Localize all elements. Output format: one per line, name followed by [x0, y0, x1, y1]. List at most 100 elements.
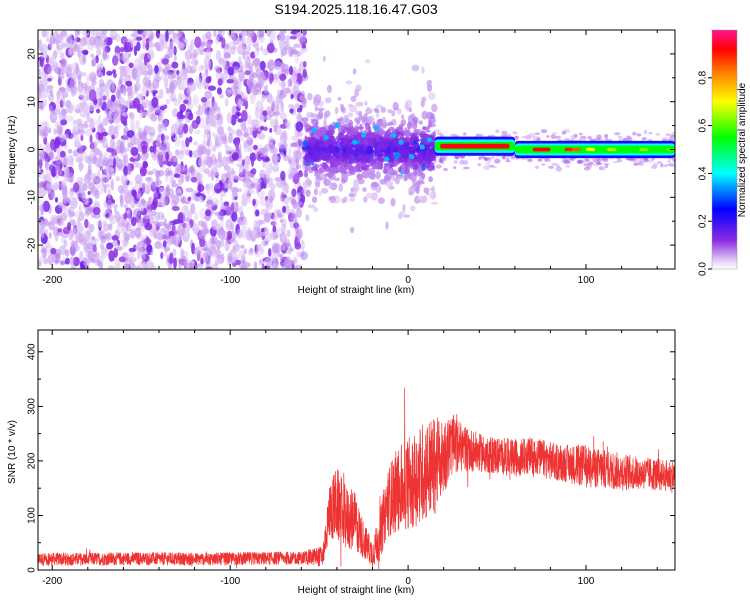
- spectrogram-cell: [89, 223, 95, 233]
- spectrogram-cell: [273, 73, 278, 78]
- spectrogram-cell: [169, 78, 174, 89]
- spectrogram-cell: [160, 251, 164, 260]
- spectrogram-cell: [226, 112, 233, 124]
- spectrogram-cell: [247, 114, 253, 126]
- colorbar-tick-label: 0.8: [698, 70, 709, 84]
- spectrogram-cell: [261, 263, 265, 269]
- spectrogram-cell: [206, 184, 211, 195]
- spectrogram-cell: [318, 190, 323, 196]
- spectrogram-cell: [205, 266, 213, 269]
- spectrogram-xlabel: Height of straight line (km): [298, 285, 415, 296]
- spectrogram-cell: [416, 145, 420, 152]
- spectrogram-cell: [100, 186, 104, 195]
- spectrogram-cell: [56, 90, 60, 99]
- spectrogram-cell: [70, 265, 77, 269]
- spectrogram-cell: [46, 180, 53, 189]
- spectrogram-cell: [179, 256, 187, 267]
- spectrogram-cell: [72, 256, 80, 267]
- spectrogram-cell: [97, 100, 103, 108]
- spectrogram-cell: [296, 251, 301, 258]
- spectrogram-cell: [93, 237, 100, 242]
- spectrogram-cell: [195, 76, 202, 88]
- spectrogram-cell: [266, 106, 272, 115]
- spectrogram-cell: [328, 143, 332, 149]
- spectrogram-cell: [277, 182, 286, 189]
- spectrogram-cell: [254, 107, 260, 119]
- spectrogram-cell: [248, 30, 255, 38]
- spectrogram-cell: [234, 30, 241, 35]
- spectrogram-cell: [47, 77, 52, 82]
- spectrogram-cell: [65, 37, 72, 44]
- spectrogram-cell: [412, 116, 419, 124]
- spectrogram-cell: [214, 113, 221, 121]
- spectrogram-cell: [211, 235, 218, 245]
- spectrogram-cell: [128, 62, 134, 69]
- spectrogram-cell: [421, 173, 426, 180]
- spectrogram-cell: [546, 135, 550, 138]
- spectrogram-cell: [551, 132, 557, 135]
- spectrogram-cell: [276, 77, 281, 84]
- y-tick-label: 400: [27, 343, 38, 360]
- spectrogram-cell: [245, 165, 249, 178]
- spectrogram-cell: [267, 135, 274, 145]
- spectrogram-cell: [44, 158, 49, 169]
- spectrogram-cell: [133, 208, 141, 219]
- spectrogram-cell: [172, 32, 176, 43]
- spectrogram-cell: [433, 159, 437, 164]
- spectrogram-cell: [356, 126, 365, 130]
- spectrogram-cell: [108, 250, 115, 262]
- spectrogram-cell: [163, 223, 172, 230]
- spectrogram-cell: [389, 164, 394, 168]
- spectrogram-cell: [43, 126, 49, 137]
- spectrogram-cell: [189, 53, 196, 60]
- spectrogram-cell: [89, 36, 97, 46]
- spectrogram-cell: [121, 112, 129, 117]
- spectrogram-cell: [112, 157, 117, 169]
- spectrogram-cell: [224, 240, 230, 252]
- spectrogram-cell: [105, 232, 112, 242]
- spectrogram-cell: [381, 116, 387, 125]
- spectrogram-cell: [115, 100, 122, 107]
- spectrogram-cell: [597, 158, 601, 163]
- spectrogram-cell: [60, 58, 66, 65]
- spectrogram-cell: [155, 222, 162, 228]
- spectrogram-cell: [398, 123, 404, 128]
- spectrogram-cell: [432, 190, 436, 199]
- spectrogram-cell: [329, 167, 337, 175]
- spectrogram-cell: [296, 192, 301, 201]
- spectrogram-cell: [239, 157, 243, 166]
- spectrogram-cell: [128, 247, 136, 253]
- spectrogram-cell: [231, 152, 239, 161]
- spectrogram-cell: [61, 96, 66, 108]
- spectrogram-cell: [83, 230, 91, 242]
- spectrogram-cell: [323, 178, 332, 187]
- spectrogram-cell: [669, 163, 675, 168]
- spectrogram-cell: [234, 202, 239, 214]
- spectrogram-cell: [223, 53, 232, 59]
- spectrogram-cell: [76, 137, 81, 146]
- spectrogram-cell: [270, 253, 277, 262]
- spectrogram-cell: [95, 148, 101, 156]
- spectrogram-cell: [347, 122, 353, 128]
- spectrogram-cell: [184, 221, 191, 232]
- spectrogram-cell: [295, 121, 304, 132]
- spectrogram-cell: [412, 178, 416, 187]
- spectrogram-cell: [82, 53, 86, 64]
- spectrogram-cell: [122, 89, 127, 97]
- spectrogram-cell: [162, 139, 167, 152]
- spectrogram-cell: [391, 132, 397, 138]
- spectrogram-cell: [69, 244, 77, 257]
- colorbar-tick-label: 0.0: [698, 262, 709, 276]
- spectrogram-cell: [87, 191, 91, 195]
- spectrogram-cell: [51, 165, 56, 178]
- spectrogram-cell: [91, 56, 97, 66]
- spectrogram-cell: [236, 87, 242, 95]
- spectrogram-cell: [90, 53, 95, 58]
- spectrogram-cell: [365, 192, 373, 199]
- spectrogram-cell: [255, 148, 259, 159]
- spectrogram-cell: [244, 180, 251, 189]
- spectrogram-cell: [536, 138, 541, 142]
- spectrogram-cell: [121, 52, 130, 63]
- spectrogram-cell: [67, 148, 73, 154]
